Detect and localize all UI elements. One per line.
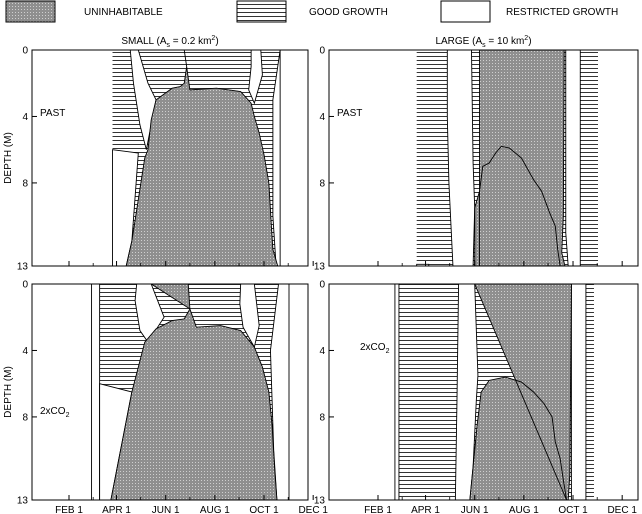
legend-swatch-restricted-growth [440,0,491,23]
restricted-growth-region [446,50,476,266]
plot-area [112,50,281,266]
y-tick-label: 0 [319,280,325,291]
restricted-growth-region [394,284,400,500]
x-tick-label: JUN 1 [461,505,489,514]
scenario-label: 2xCO2 [40,406,70,419]
plot-area [91,284,290,500]
scenario-label: PAST [337,108,362,119]
panel-frame [328,283,639,501]
y-tick-label: 13 [314,262,326,273]
restricted-growth-region [272,50,281,266]
legend-swatch-good-growth [236,0,287,23]
x-tick-label: FEB 1 [55,505,83,514]
y-tick-label: 4 [22,346,28,357]
y-tick-label: 4 [319,112,325,123]
scenario-label: 2xCO2 [360,342,390,355]
y-tick-label: 0 [319,46,325,57]
x-tick-label: DEC 1 [298,505,328,514]
y-tick-label: 4 [319,346,325,357]
panel-frame [31,49,309,267]
panel-large-past: 0 4 8 13 LARGE (As = 10 km2) PAST [314,35,639,273]
y-tick-label: 0 [22,280,28,291]
y-tick-label: 8 [22,412,28,423]
panel-small-past: 0 4 8 13 DEPTH (M) SMALL (As = 0.2 km2) PAST [3,35,314,273]
x-tick-label: OCT 1 [558,505,588,514]
x-tick-label: FEB 1 [364,505,392,514]
x-tick-label: APR 1 [102,505,131,514]
x-tick-label: AUG 1 [200,505,230,514]
legend-label-restricted-growth: RESTRICTED GROWTH [506,7,618,18]
y-axis-label: DEPTH (M) [3,132,14,184]
legend-label-uninhabitable: UNINHABITABLE [84,7,163,18]
y-tick-label: 13 [314,496,326,507]
panel-title: LARGE (As = 10 km2) [435,35,531,49]
x-tick-label: APR 1 [411,505,440,514]
y-tick-label: 13 [17,262,29,273]
y-axis-label: DEPTH (M) [3,366,14,418]
plot-area [394,284,594,500]
y-tick-label: 13 [17,496,29,507]
y-tick-label: 8 [319,412,325,423]
x-tick-label: OCT 1 [249,505,279,514]
plot-area [416,50,598,266]
uninhabitable-region [469,284,572,500]
legend: UNINHABITABLE GOOD GROWTH RESTRICTED GRO… [5,0,618,23]
uninhabitable-region [125,50,279,266]
y-tick-label: 8 [319,178,325,189]
x-tick-label: AUG 1 [509,505,539,514]
panel-frame [328,49,639,267]
scenario-label: PAST [40,108,65,119]
restricted-growth-region [570,284,587,500]
legend-label-good-growth: GOOD GROWTH [309,7,388,18]
uninhabitable-region [110,284,278,500]
panel-frame [31,283,309,501]
x-tick-label: JUN 1 [152,505,180,514]
panel-title: SMALL (As = 0.2 km2) [121,35,218,49]
panel-large-2xco2: 0 4 8 13 FEB 1 APR 1 JUN 1 AUG 1 OCT 1 DEC 1 2xCO2 [314,280,639,514]
uninhabitable-region [474,50,566,266]
legend-swatch-uninhabitable [5,0,56,23]
y-tick-label: 4 [22,112,28,123]
y-tick-label: 8 [22,178,28,189]
restricted-growth-region [565,50,581,266]
restricted-growth-region [91,284,101,500]
x-tick-label: DEC 1 [607,505,637,514]
restricted-growth-region [248,50,263,105]
y-tick-label: 0 [22,46,28,57]
panels: 0 4 8 13 DEPTH (M) SMALL (As = 0.2 km2) PAST 0 4… [3,35,639,514]
panel-small-2xco2: 0 4 8 13 FEB 1 APR 1 JUN 1 AUG 1 OCT 1 DEC 1 DEPTH… [3,280,328,514]
